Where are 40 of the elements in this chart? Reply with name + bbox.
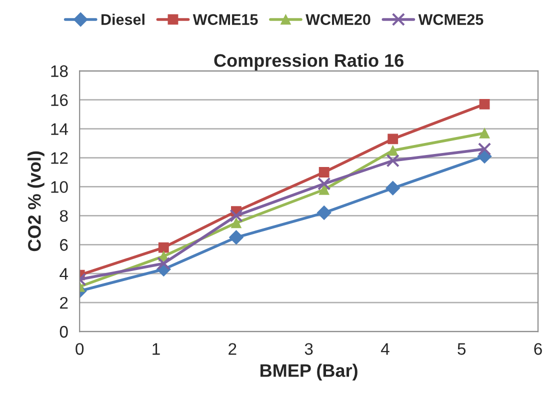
y-tick-label: 4	[60, 268, 68, 280]
chart-title: Compression Ratio 16	[214, 54, 404, 70]
y-tick-label: 14	[51, 123, 68, 135]
x-tick-label: 3	[304, 343, 313, 355]
y-tick-label: 18	[51, 65, 68, 78]
x-tick-label: 0	[76, 343, 84, 355]
y-tick-label: 0	[60, 326, 68, 338]
x-tick-label: 2	[228, 343, 236, 355]
x-tick-label: 6	[534, 343, 542, 355]
y-tick-label: 6	[60, 239, 68, 251]
point	[157, 256, 170, 270]
point	[318, 167, 330, 178]
point	[478, 142, 492, 156]
point	[388, 134, 398, 144]
x-tick-label: 1	[152, 343, 160, 355]
point	[318, 184, 330, 195]
x-tick-label: 5	[458, 343, 466, 355]
point	[386, 154, 400, 168]
y-axis-title: CO2 % (vol)	[28, 151, 44, 252]
x-tick-label: 4	[380, 343, 390, 355]
point	[386, 180, 400, 196]
y-tick-label: 16	[51, 94, 68, 106]
y-tick-label: 8	[60, 210, 68, 222]
legend-label: Diesel	[102, 14, 144, 25]
legend-label: WCME25	[418, 14, 484, 25]
point	[231, 218, 242, 228]
point	[317, 177, 331, 190]
point	[158, 242, 169, 253]
y-tick-label: 10	[51, 181, 68, 193]
y-tick-label: 2	[60, 296, 68, 309]
point	[479, 98, 490, 110]
point	[316, 206, 332, 220]
y-tick-label: 12	[51, 152, 68, 164]
legend-label: WCME15	[192, 14, 258, 25]
point	[479, 128, 490, 138]
x-axis-title: BMEP (Bar)	[260, 364, 358, 381]
point	[230, 209, 243, 222]
point	[229, 230, 244, 245]
point	[388, 145, 398, 156]
legend-label: WCME20	[306, 14, 370, 25]
